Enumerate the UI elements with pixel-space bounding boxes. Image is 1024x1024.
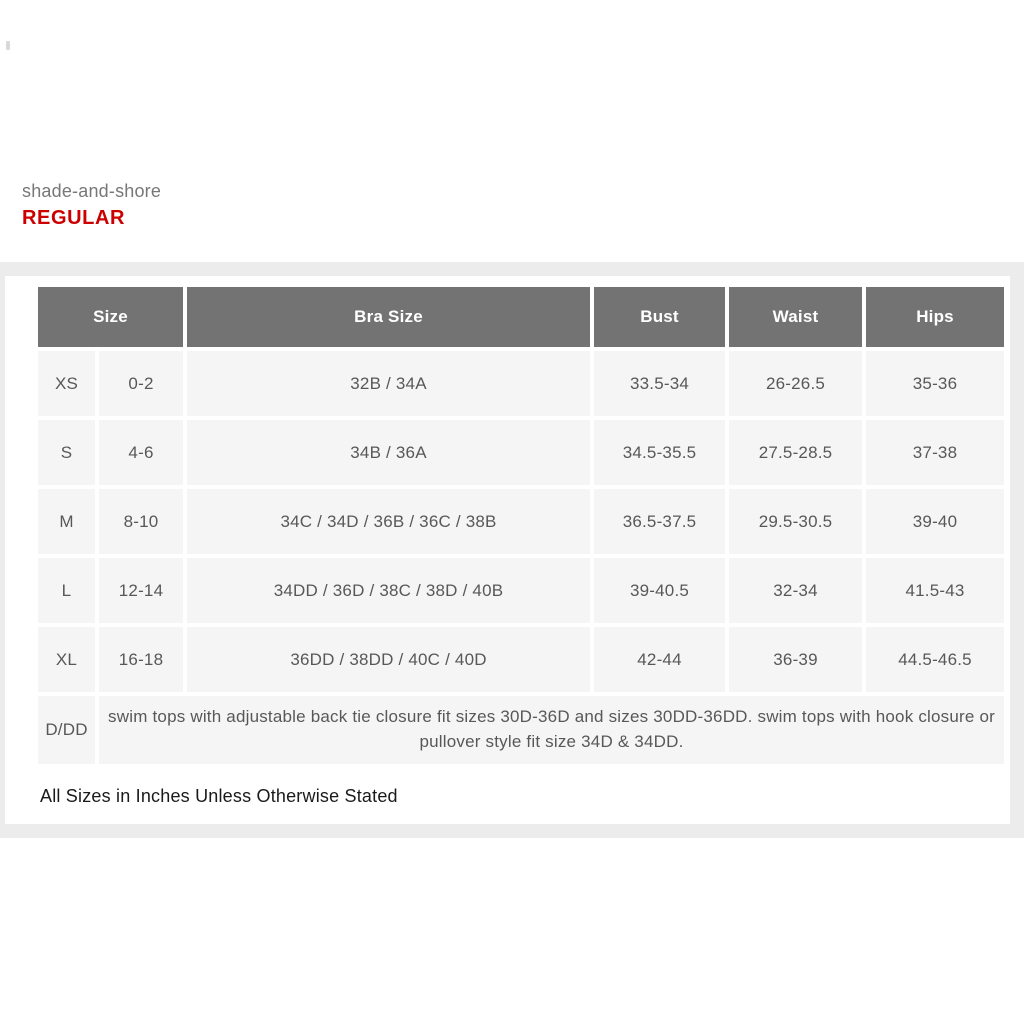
brand-block: shade-and-shore REGULAR (22, 180, 161, 231)
cell-hips: 39-40 (866, 489, 1005, 554)
cell-hips: 37-38 (866, 420, 1005, 485)
cell-size-label: S (38, 420, 95, 485)
cell-bust: 42-44 (594, 627, 726, 692)
cell-bra-size: 34C / 34D / 36B / 36C / 38B (187, 489, 591, 554)
table-row-xs: XS 0-2 32B / 34A 33.5-34 26-26.5 35-36 (38, 351, 1005, 416)
table-row-s: S 4-6 34B / 36A 34.5-35.5 27.5-28.5 37-3… (38, 420, 1005, 485)
cell-size-label: M (38, 489, 95, 554)
cell-size-label: XS (38, 351, 95, 416)
table-row-xl: XL 16-18 36DD / 38DD / 40C / 40D 42-44 3… (38, 627, 1005, 692)
cell-hips: 35-36 (866, 351, 1005, 416)
cell-bra-size: 32B / 34A (187, 351, 591, 416)
column-header-hips: Hips (866, 287, 1005, 347)
table-row-l: L 12-14 34DD / 36D / 38C / 38D / 40B 39-… (38, 558, 1005, 623)
size-chart-panel: Size Bra Size Bust Waist Hips XS 0-2 32B… (0, 262, 1024, 838)
cell-bust: 33.5-34 (594, 351, 726, 416)
brand-name: shade-and-shore (22, 181, 162, 201)
table-row-ddd-note: D/DD swim tops with adjustable back tie … (38, 696, 1005, 764)
cell-bra-size: 36DD / 38DD / 40C / 40D (187, 627, 591, 692)
column-header-size: Size (38, 287, 184, 347)
cell-hips: 44.5-46.5 (866, 627, 1005, 692)
cell-size-range: 8-10 (99, 489, 184, 554)
cell-bust: 36.5-37.5 (594, 489, 726, 554)
cell-size-range: 12-14 (99, 558, 184, 623)
header-row: Size Bra Size Bust Waist Hips (38, 287, 1005, 347)
cell-waist: 29.5-30.5 (729, 489, 863, 554)
cell-bra-size: 34DD / 36D / 38C / 38D / 40B (187, 558, 591, 623)
cell-size-label: L (38, 558, 95, 623)
cell-size-label: XL (38, 627, 95, 692)
units-footnote: All Sizes in Inches Unless Otherwise Sta… (40, 786, 398, 806)
cell-waist: 27.5-28.5 (729, 420, 863, 485)
cell-bust: 39-40.5 (594, 558, 726, 623)
table-row-m: M 8-10 34C / 34D / 36B / 36C / 38B 36.5-… (38, 489, 1005, 554)
cell-bra-size: 34B / 36A (187, 420, 591, 485)
cell-waist: 36-39 (729, 627, 863, 692)
cell-hips: 41.5-43 (866, 558, 1005, 623)
size-chart-content: Size Bra Size Bust Waist Hips XS 0-2 32B… (5, 276, 1010, 807)
column-header-waist: Waist (729, 287, 863, 347)
cell-bust: 34.5-35.5 (594, 420, 726, 485)
size-chart-table: Size Bra Size Bust Waist Hips XS 0-2 32B… (34, 283, 1008, 768)
column-header-bust: Bust (594, 287, 726, 347)
cell-fit-note: swim tops with adjustable back tie closu… (99, 696, 1005, 764)
fit-type-label: REGULAR (22, 207, 126, 229)
cell-waist: 32-34 (729, 558, 863, 623)
column-header-bra-size: Bra Size (187, 287, 591, 347)
artifact-speck (6, 41, 10, 50)
cell-size-label: D/DD (38, 696, 95, 764)
cell-waist: 26-26.5 (729, 351, 863, 416)
cell-size-range: 0-2 (99, 351, 184, 416)
cell-size-range: 16-18 (99, 627, 184, 692)
cell-size-range: 4-6 (99, 420, 184, 485)
